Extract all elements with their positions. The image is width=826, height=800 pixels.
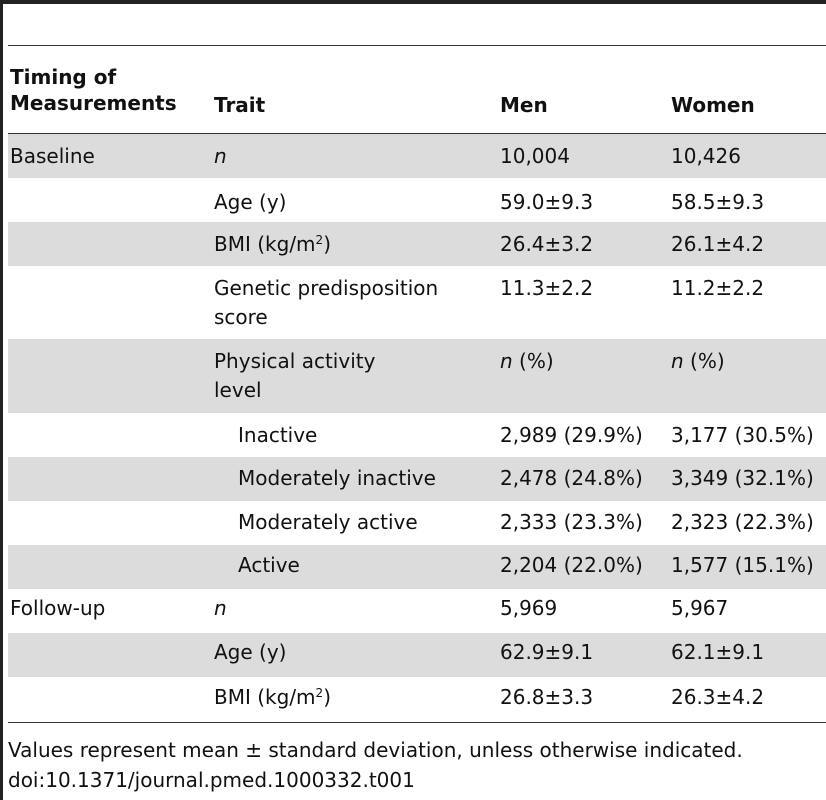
cell-women: 3,177 (30.5%) xyxy=(671,423,814,447)
bmi-label-close: ) xyxy=(323,685,331,709)
table-row: Genetic predisposition score 11.3±2.2 11… xyxy=(8,266,826,339)
header-top-rule xyxy=(8,45,826,46)
header-trait: Trait xyxy=(214,93,266,117)
cell-men: 59.0±9.3 xyxy=(500,190,594,214)
doi-text: doi:10.1371/journal.pmed.1000332.t001 xyxy=(8,768,415,792)
cell-trait: Active xyxy=(238,553,300,577)
cell-trait: Moderately active xyxy=(238,510,418,534)
cell-women: 26.1±4.2 xyxy=(671,232,765,256)
bmi-superscript: 2 xyxy=(315,686,324,700)
header-bottom-rule xyxy=(8,133,826,134)
cell-women: n (%) xyxy=(671,347,725,376)
table-row: BMI (kg/m2) 26.8±3.3 26.3±4.2 xyxy=(8,677,826,722)
cell-men: 26.4±3.2 xyxy=(500,232,594,256)
footnote: Values represent mean ± standard deviati… xyxy=(8,738,743,762)
cell-trait: Inactive xyxy=(238,423,318,447)
cell-trait: BMI (kg/m2) xyxy=(214,230,331,259)
cell-women: 11.2±2.2 xyxy=(671,276,765,300)
cell-timing: Baseline xyxy=(10,144,95,168)
table-row: Moderately inactive 2,478 (24.8%) 3,349 … xyxy=(8,457,826,501)
cell-women: 5,967 xyxy=(671,596,729,620)
trait-line2: score xyxy=(214,305,268,329)
percent-label: (%) xyxy=(512,349,554,373)
header-timing: Timing of Measurements xyxy=(10,64,177,116)
cell-women: 58.5±9.3 xyxy=(671,190,765,214)
table-bottom-rule xyxy=(8,722,826,723)
cell-trait: Genetic predisposition score xyxy=(214,274,438,332)
cell-women: 3,349 (32.1%) xyxy=(671,466,814,490)
cell-trait: n xyxy=(214,596,227,620)
cell-men: 2,478 (24.8%) xyxy=(500,466,643,490)
table-row: Moderately active 2,333 (23.3%) 2,323 (2… xyxy=(8,501,826,545)
bmi-label: BMI (kg/m xyxy=(214,685,316,709)
header-men: Men xyxy=(500,93,548,117)
cell-men: n (%) xyxy=(500,347,554,376)
bmi-label: BMI (kg/m xyxy=(214,232,316,256)
table-row: Age (y) 59.0±9.3 58.5±9.3 xyxy=(8,178,826,222)
cell-women: 62.1±9.1 xyxy=(671,640,765,664)
left-border xyxy=(0,0,3,800)
trait-line1: Genetic predisposition xyxy=(214,276,439,300)
bmi-label-close: ) xyxy=(323,232,331,256)
trait-line1: Physical activity xyxy=(214,349,376,373)
cell-women: 1,577 (15.1%) xyxy=(671,553,814,577)
cell-men: 2,989 (29.9%) xyxy=(500,423,643,447)
cell-trait: Age (y) xyxy=(214,640,287,664)
table-row: Age (y) 62.9±9.1 62.1±9.1 xyxy=(8,633,826,677)
cell-men: 62.9±9.1 xyxy=(500,640,594,664)
cell-men: 2,333 (23.3%) xyxy=(500,510,643,534)
cell-trait: Moderately inactive xyxy=(238,466,436,490)
cell-trait: BMI (kg/m2) xyxy=(214,683,331,712)
n-label: n xyxy=(671,349,684,373)
cell-timing: Follow-up xyxy=(10,596,106,620)
table-row: Active 2,204 (22.0%) 1,577 (15.1%) xyxy=(8,545,826,589)
cell-men: 26.8±3.3 xyxy=(500,685,594,709)
cell-men: 11.3±2.2 xyxy=(500,276,594,300)
cell-trait: Age (y) xyxy=(214,190,287,214)
bmi-superscript: 2 xyxy=(315,233,324,247)
n-label: n xyxy=(500,349,513,373)
cell-women: 2,323 (22.3%) xyxy=(671,510,814,534)
cell-women: 26.3±4.2 xyxy=(671,685,765,709)
table-row: Follow-up n 5,969 5,967 xyxy=(8,589,826,633)
table-row: BMI (kg/m2) 26.4±3.2 26.1±4.2 xyxy=(8,222,826,266)
cell-trait: Physical activity level xyxy=(214,347,375,405)
cell-women: 10,426 xyxy=(671,144,741,168)
cell-men: 10,004 xyxy=(500,144,570,168)
table-row: Physical activity level n (%) n (%) xyxy=(8,339,826,413)
cell-men: 5,969 xyxy=(500,596,558,620)
header-timing-line1: Timing of xyxy=(10,65,117,89)
percent-label: (%) xyxy=(683,349,725,373)
cell-trait: n xyxy=(214,144,227,168)
top-border xyxy=(0,0,826,4)
table-row: Baseline n 10,004 10,426 xyxy=(8,134,826,178)
cell-men: 2,204 (22.0%) xyxy=(500,553,643,577)
header-timing-line2: Measurements xyxy=(10,91,177,115)
table-row: Inactive 2,989 (29.9%) 3,177 (30.5%) xyxy=(8,413,826,457)
trait-line2: level xyxy=(214,378,262,402)
header-women: Women xyxy=(671,93,755,117)
